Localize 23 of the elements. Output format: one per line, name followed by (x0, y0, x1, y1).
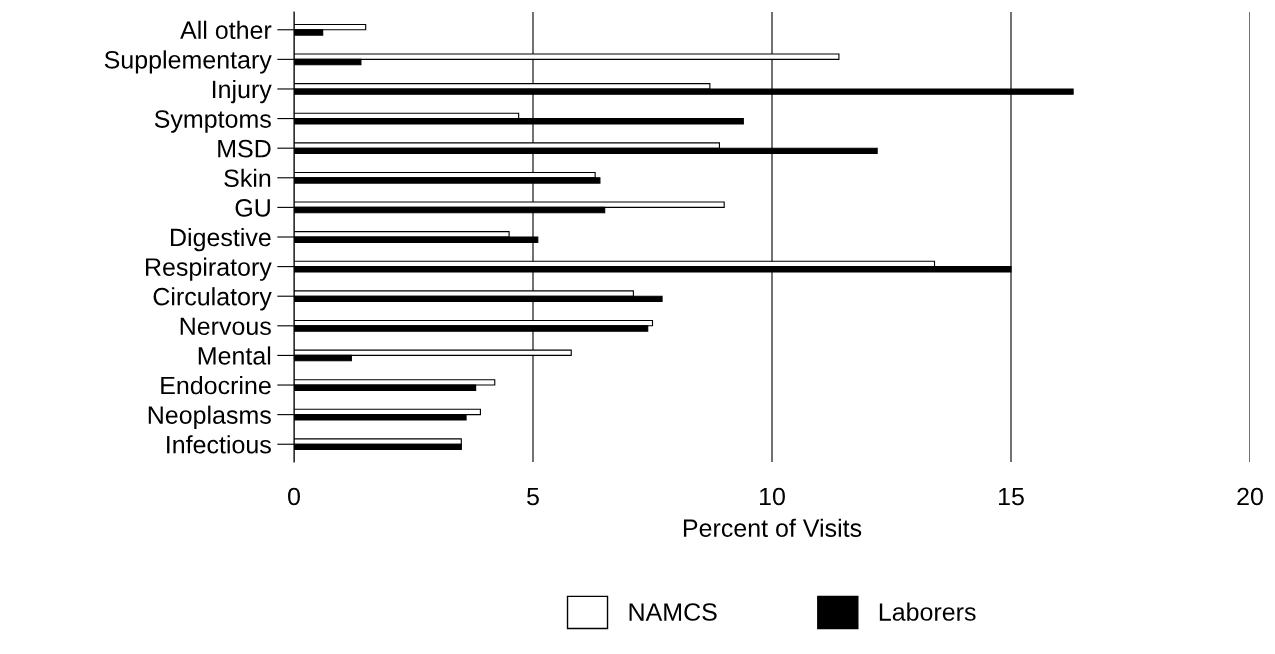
x-tick-label: 10 (760, 487, 785, 506)
y-tick-label: Symptoms (154, 110, 271, 133)
y-tick-label: Circulatory (153, 287, 272, 311)
y-tick-label: Supplementary (104, 50, 272, 74)
y-tick-label: Mental (198, 346, 271, 365)
y-tick-label: GU (235, 199, 270, 217)
y-tick-label: Neoplasms (148, 405, 271, 429)
y-tick-label: Digestive (171, 227, 271, 252)
y-tick-label: Skin (224, 168, 271, 188)
x-tick-label: 5 (527, 487, 539, 506)
legend-label: Laborers (879, 602, 976, 621)
x-tick-label: 0 (288, 487, 300, 506)
y-tick-label: Respiratory (146, 257, 272, 281)
x-axis-title: Percent of Visits (683, 518, 862, 537)
y-tick-label: Nervous (180, 317, 271, 336)
y-tick-label: Infectious (167, 435, 271, 454)
y-tick-label: All other (180, 20, 272, 40)
legend-label: NAMCS (629, 603, 717, 621)
x-tick-label: 20 (1237, 487, 1263, 506)
x-tick-label: 15 (999, 487, 1024, 506)
y-tick-label: MSD (218, 139, 271, 158)
y-tick-label: Injury (212, 79, 272, 104)
y-tick-label: Endocrine (161, 375, 271, 395)
